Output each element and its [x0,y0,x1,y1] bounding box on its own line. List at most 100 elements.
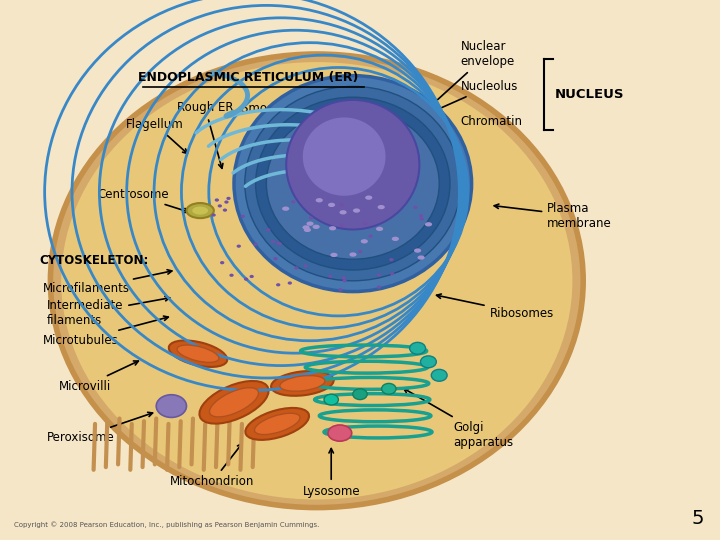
Ellipse shape [230,274,234,277]
Ellipse shape [253,242,258,246]
Text: Nuclear
envelope: Nuclear envelope [432,40,515,105]
Text: Microfilaments: Microfilaments [43,269,172,295]
Text: Peroxisome: Peroxisome [47,413,153,444]
Ellipse shape [244,278,248,281]
Ellipse shape [309,217,313,220]
Ellipse shape [329,226,336,231]
Ellipse shape [168,340,228,367]
Ellipse shape [256,97,450,270]
Text: Ribosomes: Ribosomes [436,294,554,320]
Ellipse shape [382,383,396,394]
Ellipse shape [377,273,382,276]
Ellipse shape [220,261,225,264]
Ellipse shape [156,395,186,417]
Ellipse shape [278,242,282,245]
Ellipse shape [199,381,269,423]
Ellipse shape [339,210,346,214]
Ellipse shape [377,205,384,210]
Ellipse shape [291,200,295,204]
Text: Mitochondrion: Mitochondrion [170,444,255,488]
Text: Rough ER: Rough ER [177,102,233,168]
Ellipse shape [431,369,447,381]
Ellipse shape [420,217,424,220]
Ellipse shape [302,225,310,229]
Text: Copyright © 2008 Pearson Education, Inc., publishing as Pearson Benjamin Cumming: Copyright © 2008 Pearson Education, Inc.… [14,522,320,528]
Ellipse shape [425,222,432,226]
Ellipse shape [237,245,241,248]
Ellipse shape [254,413,300,435]
Ellipse shape [353,208,360,213]
Ellipse shape [376,227,383,231]
Ellipse shape [294,266,299,269]
Ellipse shape [328,202,335,207]
Text: 5: 5 [692,509,704,528]
Ellipse shape [226,197,230,200]
Ellipse shape [240,215,245,218]
Ellipse shape [271,240,275,243]
Text: NUCLEUS: NUCLEUS [554,88,624,101]
Ellipse shape [349,252,356,256]
Text: ENDOPLASMIC RETICULUM (ER): ENDOPLASMIC RETICULUM (ER) [138,71,359,84]
Ellipse shape [343,279,347,282]
Ellipse shape [419,214,423,217]
Ellipse shape [390,272,395,275]
Ellipse shape [217,204,222,207]
Ellipse shape [282,206,289,211]
Ellipse shape [410,342,426,354]
Text: Intermediate
filaments: Intermediate filaments [47,296,170,327]
Ellipse shape [315,198,323,202]
Ellipse shape [287,100,419,230]
Ellipse shape [413,206,418,209]
Ellipse shape [274,257,278,260]
Ellipse shape [234,76,472,292]
Ellipse shape [341,276,346,279]
Ellipse shape [338,288,343,292]
Ellipse shape [304,265,308,268]
Ellipse shape [414,248,421,253]
Text: Flagellum: Flagellum [126,118,187,153]
Ellipse shape [392,237,399,241]
Ellipse shape [363,222,367,225]
Ellipse shape [390,258,394,261]
Ellipse shape [288,281,292,285]
Ellipse shape [340,224,344,227]
Text: Lysosome: Lysosome [302,449,360,498]
Ellipse shape [245,86,461,281]
Ellipse shape [225,200,229,204]
Ellipse shape [302,118,386,195]
Ellipse shape [215,198,219,201]
Text: Golgi
apparatus: Golgi apparatus [404,388,514,449]
Ellipse shape [266,228,271,232]
Text: Microvilli: Microvilli [59,361,138,393]
Ellipse shape [312,225,320,229]
Ellipse shape [222,208,227,212]
Ellipse shape [418,255,425,260]
Ellipse shape [61,62,572,500]
Ellipse shape [250,275,254,278]
Text: Plasma
membrane: Plasma membrane [494,202,612,230]
Ellipse shape [192,206,208,215]
Ellipse shape [50,54,583,508]
Ellipse shape [307,221,314,226]
Text: CYTOSKELETON:: CYTOSKELETON: [40,254,149,267]
Ellipse shape [358,250,362,253]
Ellipse shape [377,286,381,289]
Ellipse shape [276,283,280,286]
Ellipse shape [328,275,333,278]
Text: Nucleolus: Nucleolus [415,80,518,120]
Ellipse shape [246,408,309,440]
Ellipse shape [212,213,216,217]
Ellipse shape [186,203,214,218]
Ellipse shape [177,345,219,362]
Ellipse shape [276,242,280,245]
Text: Chromatin: Chromatin [418,115,523,140]
Ellipse shape [324,394,338,405]
Ellipse shape [328,425,351,441]
Text: Smooth ER: Smooth ER [241,102,306,158]
Ellipse shape [353,389,367,400]
Ellipse shape [365,195,372,200]
Ellipse shape [280,375,325,391]
Ellipse shape [271,371,333,396]
Ellipse shape [304,228,311,232]
Ellipse shape [339,203,343,206]
